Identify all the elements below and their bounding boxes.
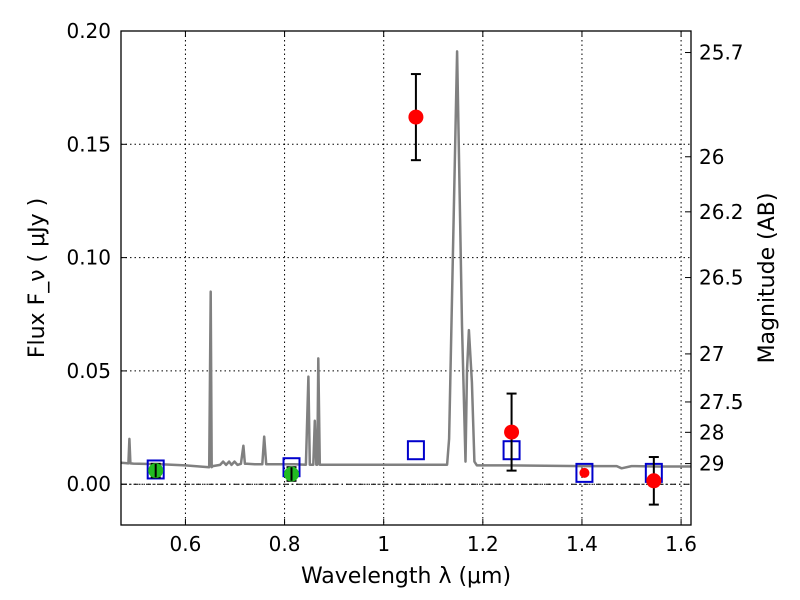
model-photometry-square [406, 440, 425, 461]
right-tick-label: 26.5 [699, 266, 744, 290]
model-photometry-square [146, 459, 165, 480]
y-tick-label: 0.00 [66, 472, 111, 496]
plot-area [120, 50, 691, 506]
model-photometry-square [575, 462, 594, 483]
y-tick-label: 0.20 [66, 19, 111, 43]
y-tick-label: 0.05 [66, 359, 111, 383]
x-tick-label: 0.6 [170, 532, 202, 556]
y-axis-title: Flux F_ν ( μJy ) [25, 198, 50, 358]
right-tick-label: 29 [699, 452, 724, 476]
observed-photometry-point [579, 467, 590, 478]
plot-frame [120, 30, 692, 526]
x-tick-label: 1 [377, 532, 390, 556]
x-axis-title: Wavelength λ (μm) [301, 564, 511, 589]
x-tick-label: 1.6 [665, 532, 697, 556]
right-tick-label: 27 [699, 342, 724, 366]
right-tick-label: 26.2 [699, 200, 744, 224]
right-tick-label: 26 [699, 145, 724, 169]
right-tick-label: 25.7 [699, 41, 744, 65]
x-tick-label: 1.2 [467, 532, 499, 556]
x-tick-label: 0.8 [269, 532, 301, 556]
right-tick-label: 27.5 [699, 390, 744, 414]
observed-photometry-point [408, 109, 424, 125]
right-axis-title: Magnitude (AB) [755, 193, 780, 364]
axis-ticks: 0.6 0.8 1 1.2 1.4 1.6 0.00 0.05 0.10 0.15 0.20 25.7… [66, 19, 743, 556]
observed-photometry-point [646, 473, 662, 489]
y-tick-label: 0.15 [66, 132, 111, 156]
grid-lines [121, 30, 691, 525]
right-tick-label: 28 [699, 420, 724, 444]
x-tick-label: 1.4 [566, 532, 598, 556]
model-spectrum-line [120, 50, 691, 470]
observed-photometry-point [504, 424, 520, 440]
y-tick-label: 0.10 [66, 246, 111, 270]
